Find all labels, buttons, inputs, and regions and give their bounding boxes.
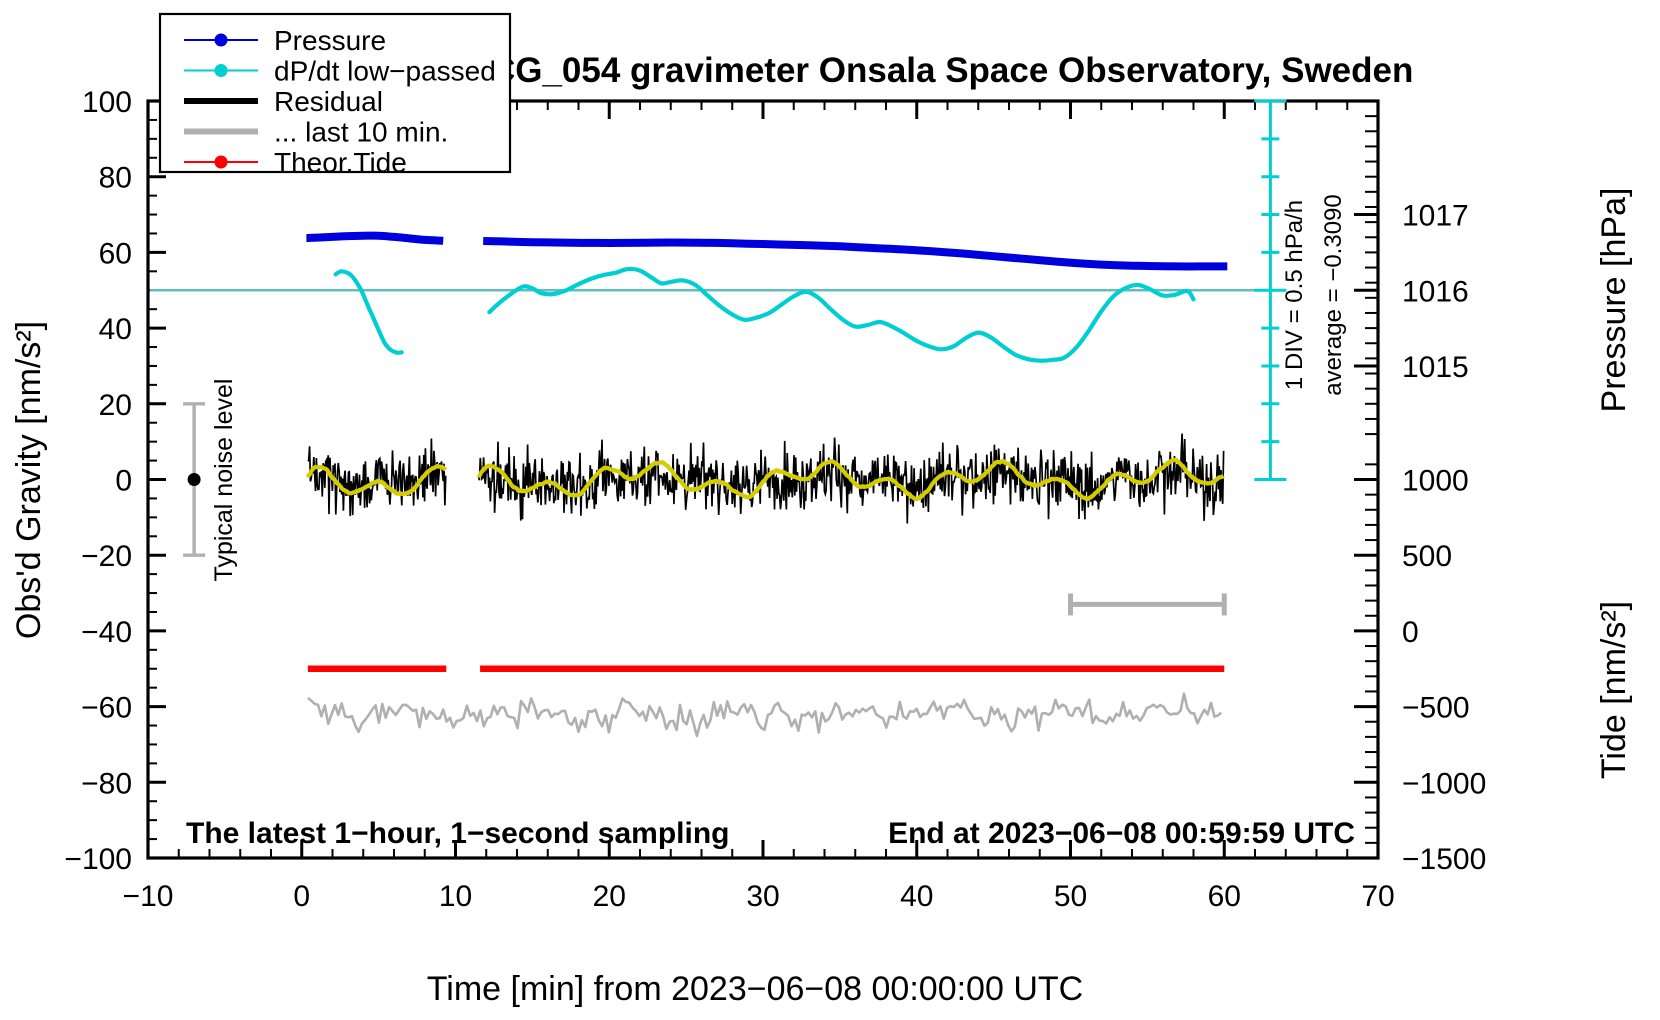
footer-left: The latest 1−hour, 1−second sampling [186, 817, 730, 850]
tide-tick-label: 500 [1402, 540, 1452, 573]
legend-label: Theor.Tide [274, 147, 407, 178]
tide-axis-title: Tide [nm/s²] [1595, 601, 1633, 779]
series-residual-lowpassed [476, 457, 1225, 502]
tide-tick-label: −1500 [1402, 843, 1486, 876]
x-tick-label: 60 [1208, 880, 1241, 913]
tide-tick-label: −500 [1402, 692, 1470, 725]
x-tick-label: 40 [900, 880, 933, 913]
pressure-tick-label: 1017 [1402, 200, 1469, 233]
legend-marker [214, 155, 228, 169]
legend-item[interactable]: ... last 10 min. [184, 117, 448, 148]
legend-item[interactable]: Pressure [184, 25, 386, 56]
series-last-10-min [307, 692, 1223, 738]
div-scale-label: 1 DIV = 0.5 hPa/h [1281, 200, 1308, 390]
legend-marker [214, 33, 228, 47]
y-tick-label: 60 [99, 237, 132, 270]
y-tick-label: −60 [81, 692, 132, 725]
y-axis-ticks: −100 −80 −60 −40 −20 0 20 40 60 80 100 [64, 86, 166, 876]
legend-label: Pressure [274, 25, 386, 56]
x-tick-label: 70 [1361, 880, 1394, 913]
tide-tick-label: 1000 [1402, 465, 1469, 498]
series-dpdt-lowpassed [487, 266, 1196, 363]
x-tick-label: 20 [593, 880, 626, 913]
x-tick-label: −10 [123, 880, 174, 913]
y-tick-label: −100 [64, 843, 132, 876]
x-tick-label: 10 [439, 880, 472, 913]
series-residual [477, 433, 1225, 524]
annotations-group [183, 99, 1287, 616]
tide-tick-label: 0 [1402, 616, 1419, 649]
series-pressure [306, 231, 444, 245]
y-tick-label: 100 [82, 86, 132, 119]
y-tick-label: 0 [115, 465, 132, 498]
y-tick-label: −20 [81, 540, 132, 573]
y-tick-label: −40 [81, 616, 132, 649]
series-residual-lowpassed [305, 463, 448, 497]
x-tick-label: 50 [1054, 880, 1087, 913]
series-dpdt-lowpassed [333, 269, 404, 355]
noise-bar-center-dot [187, 473, 201, 486]
legend-item[interactable]: dP/dt low−passed [184, 56, 496, 87]
legend-label: Residual [274, 86, 383, 117]
legend-item[interactable]: Residual [184, 86, 383, 117]
x-tick-label: 30 [746, 880, 779, 913]
tide-tick-label: −1000 [1402, 767, 1486, 800]
legend-marker [214, 64, 228, 77]
x-tick-label: 0 [293, 880, 310, 913]
y-tick-label: 80 [99, 162, 132, 195]
y-tick-label: 40 [99, 313, 132, 346]
pressure-tick-label: 1016 [1402, 275, 1469, 308]
y-tick-label: −80 [81, 767, 132, 800]
legend-item[interactable]: Theor.Tide [184, 147, 407, 178]
legend-label: dP/dt low−passed [274, 56, 496, 87]
x-axis-ticks: −10 0 10 20 30 40 50 60 70 [123, 101, 1395, 913]
noise-level-label: Typical noise level [210, 379, 238, 582]
y-tick-label: 20 [99, 389, 132, 422]
series-pressure [483, 237, 1228, 271]
footer-right: End at 2023−06−08 00:59:59 UTC [888, 817, 1355, 850]
y-axis-title: Obs'd Gravity [nm/s²] [10, 321, 48, 639]
tide-axis-ticks: −1500 −1000 −500 0 500 1000 [1354, 463, 1486, 876]
pressure-tick-label: 1015 [1402, 351, 1469, 384]
x-axis-title: Time [min] from 2023−06−08 00:00:00 UTC [427, 970, 1083, 1008]
average-label: average = −0.3090 [1320, 194, 1347, 396]
data-series-group [150, 231, 1275, 738]
chart-title: SCG_054 gravimeter Onsala Space Observat… [467, 51, 1414, 90]
legend-label: ... last 10 min. [274, 117, 448, 148]
pressure-axis-title: Pressure [hPa] [1595, 188, 1633, 413]
pressure-axis-ticks: 1015 1016 1017 [1354, 100, 1469, 436]
